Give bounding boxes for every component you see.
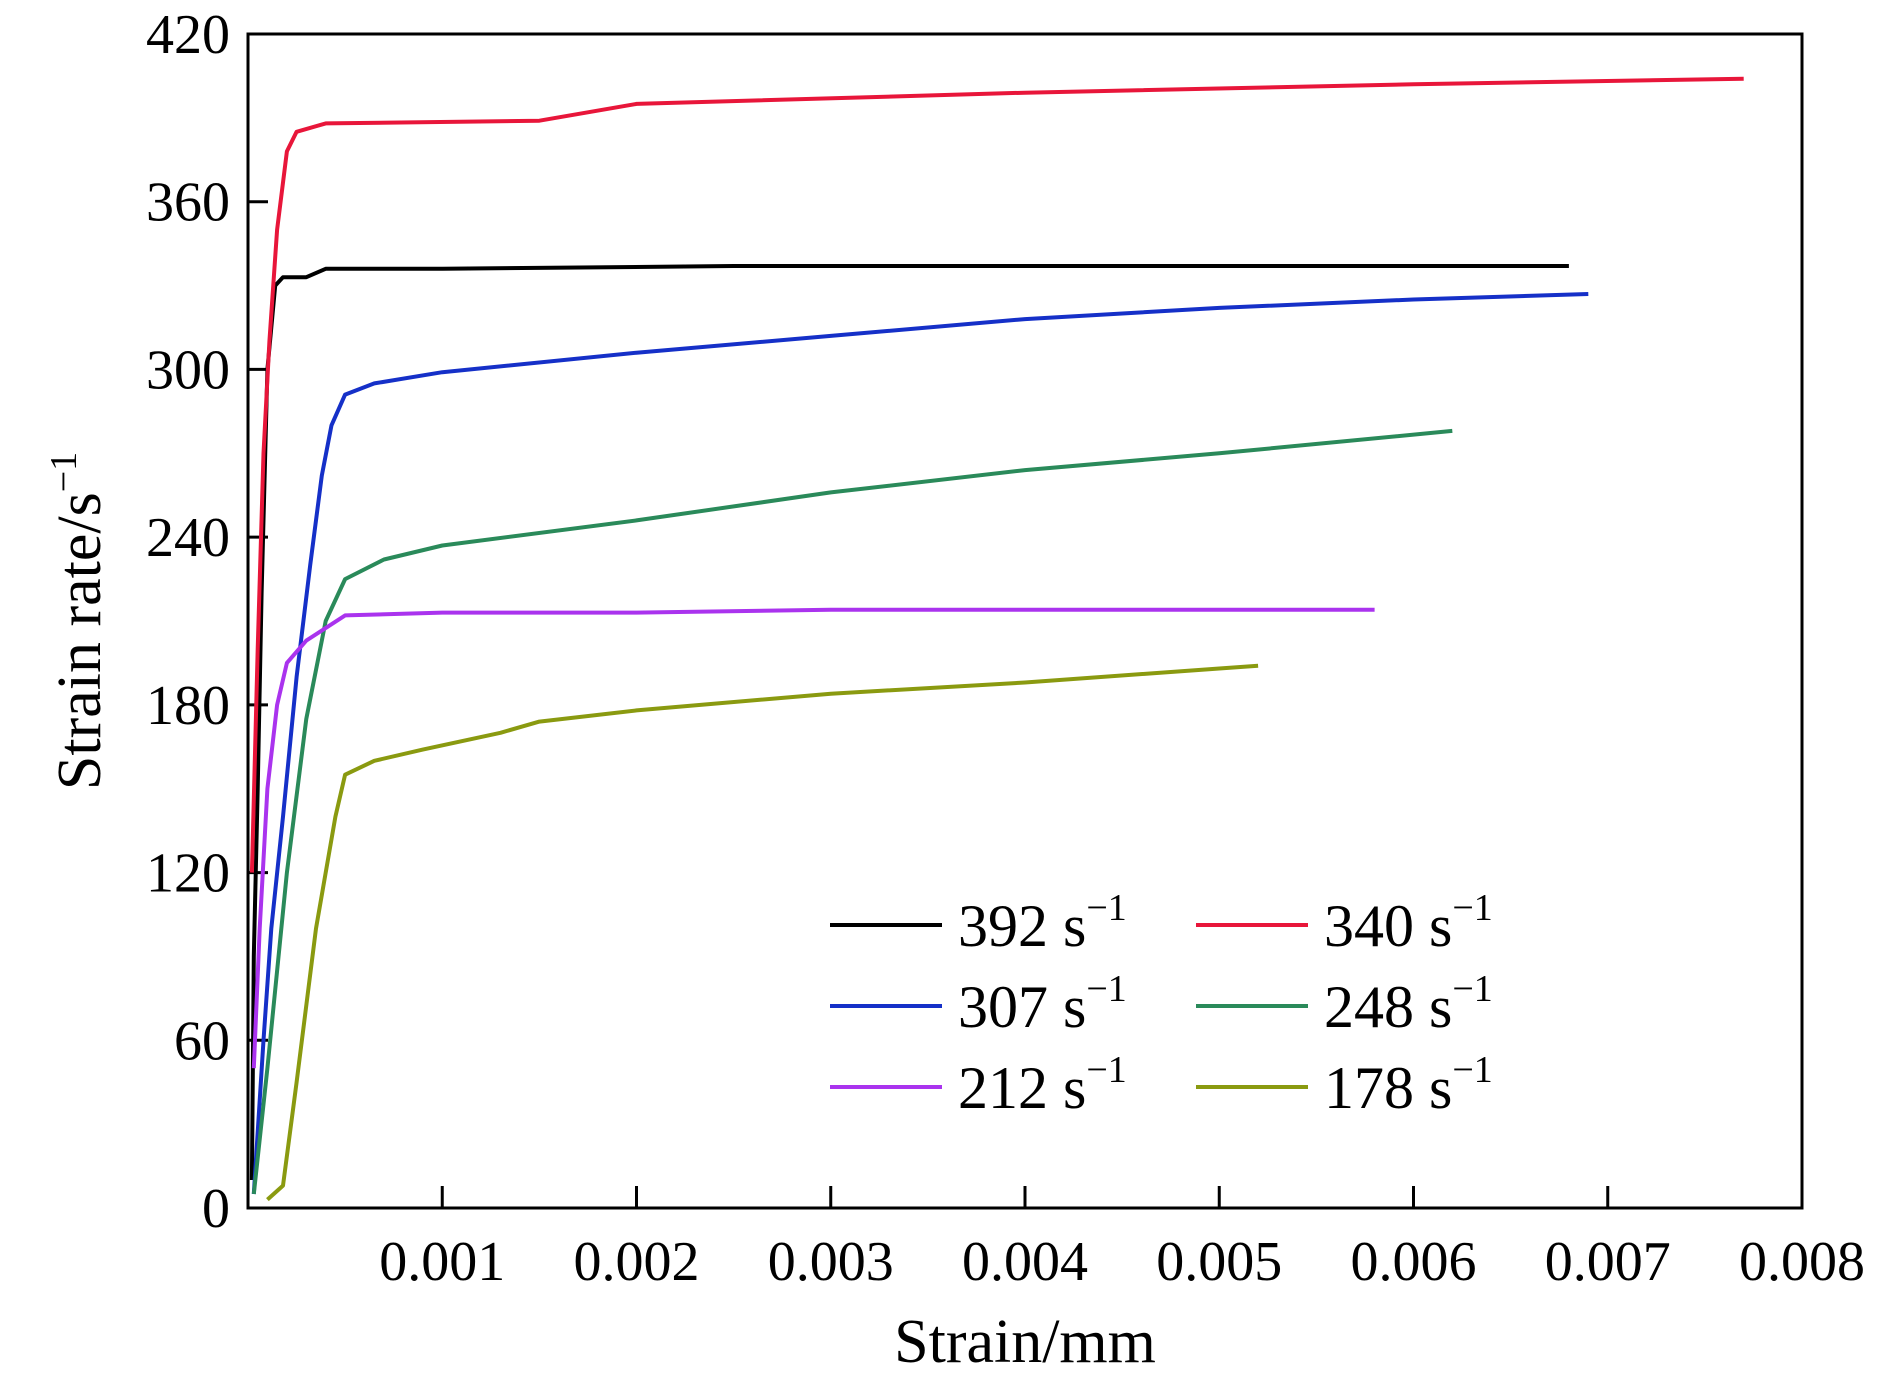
y-tick-label: 360	[146, 172, 230, 234]
x-tick-label: 0.002	[574, 1231, 700, 1293]
legend-label: 340 s−1	[1324, 887, 1493, 959]
series-line	[251, 292, 1589, 1195]
series-line	[251, 428, 1453, 1195]
x-tick-label: 0.003	[768, 1231, 894, 1293]
x-tick-label: 0.007	[1545, 1231, 1671, 1293]
x-tick-label: 0.001	[379, 1231, 505, 1293]
y-axis-title: Strain rate/s−1	[43, 452, 114, 790]
series-line	[251, 607, 1375, 1069]
legend-label: 212 s−1	[958, 1049, 1127, 1121]
y-tick-label: 120	[146, 843, 230, 905]
legend: 392 s−1 340 s−1 307 s−1 248 s−1 212 s−1 178 s…	[830, 887, 1493, 1121]
y-tick-label: 60	[174, 1010, 230, 1072]
legend-label: 307 s−1	[958, 968, 1127, 1040]
legend-label: 248 s−1	[1324, 968, 1493, 1040]
series-line	[249, 264, 1569, 1181]
legend-label: 392 s−1	[958, 887, 1127, 959]
x-tick-label: 0.005	[1156, 1231, 1282, 1293]
x-tick-label: 0.004	[962, 1231, 1088, 1293]
y-tick-label: 420	[146, 4, 230, 66]
x-tick-label: 0.006	[1351, 1231, 1477, 1293]
x-tick-label: 0.008	[1739, 1231, 1865, 1293]
tick-labels: 0.001 0.002 0.003 0.004 0.005 0.006 0.007 0.008…	[146, 4, 1865, 1293]
legend-label: 178 s−1	[1324, 1049, 1493, 1121]
series-line	[266, 663, 1259, 1202]
y-tick-label: 300	[146, 339, 230, 401]
y-tick-label: 0	[202, 1178, 230, 1240]
x-axis-title: Strain/mm	[894, 1308, 1156, 1376]
series-lines	[249, 76, 1744, 1202]
y-tick-label: 180	[146, 675, 230, 737]
y-tick-label: 240	[146, 507, 230, 569]
series-line	[249, 76, 1744, 873]
